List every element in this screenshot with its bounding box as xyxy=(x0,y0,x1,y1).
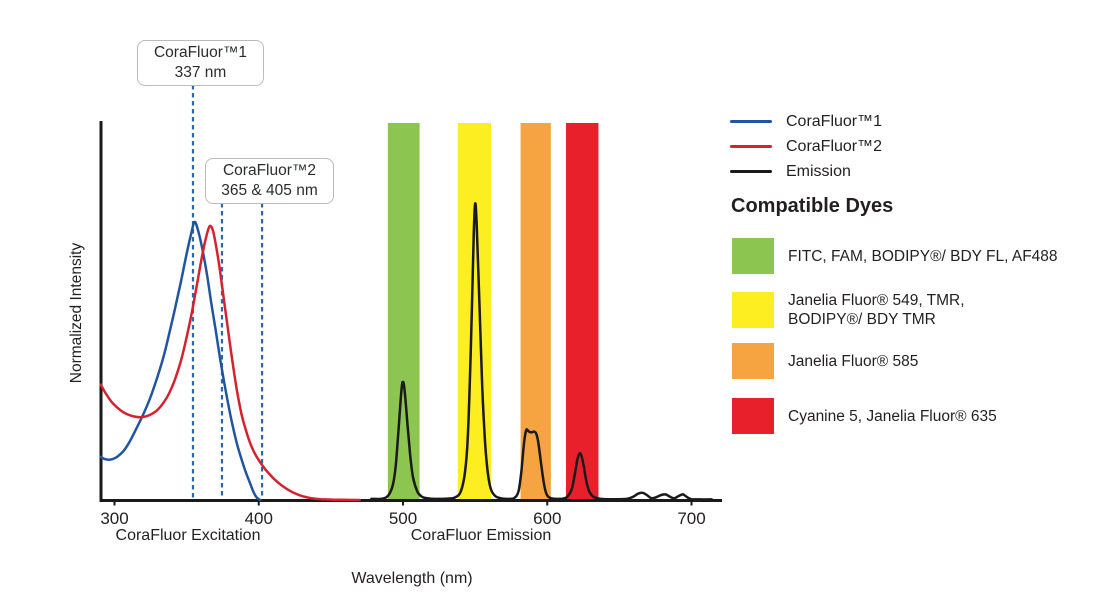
band-red xyxy=(566,123,599,500)
dye-row-red: Cyanine 5, Janelia Fluor® 635 xyxy=(732,398,997,434)
x-tick-label-300: 300 xyxy=(100,509,128,528)
legend-line-red-icon xyxy=(730,145,772,148)
band-green xyxy=(387,123,420,500)
legend-label: CoraFluor™1 xyxy=(786,112,883,130)
yellow-swatch-icon xyxy=(732,292,774,328)
callout-corafluor1: CoraFluor™1 337 nm xyxy=(137,40,264,86)
callout-corafluor2-title: CoraFluor™2 xyxy=(222,162,317,179)
legend-item-emission: Emission xyxy=(730,159,882,184)
dye-label: Janelia Fluor® 585 xyxy=(788,352,919,370)
legend: CoraFluor™1 CoraFluor™2 Emission xyxy=(730,109,882,184)
dye-row-orange: Janelia Fluor® 585 xyxy=(732,343,918,379)
dye-label: Janelia Fluor® 549, TMR, BODIPY®/ BDY TM… xyxy=(788,292,965,328)
callout-corafluor1-value: 337 nm xyxy=(174,64,227,81)
dye-row-yellow: Janelia Fluor® 549, TMR, BODIPY®/ BDY TM… xyxy=(732,291,965,329)
x-tick-label-500: 500 xyxy=(389,509,417,528)
legend-line-blue-icon xyxy=(730,120,772,123)
orange-swatch-icon xyxy=(732,343,774,379)
x-tick-label-400: 400 xyxy=(245,509,273,528)
callout-corafluor2: CoraFluor™2 365 & 405 nm xyxy=(205,158,334,204)
y-axis-label: Normalized Intensity xyxy=(68,242,85,384)
x-axis-label: Wavelength (nm) xyxy=(351,570,473,587)
legend-label: Emission xyxy=(786,162,851,180)
legend-label: CoraFluor™2 xyxy=(786,137,883,155)
red-swatch-icon xyxy=(732,398,774,434)
x-tick-label-600: 600 xyxy=(533,509,561,528)
legend-item-corafluor2: CoraFluor™2 xyxy=(730,134,882,159)
dye-row-green: FITC, FAM, BODIPY®/ BDY FL, AF488 xyxy=(732,238,1058,274)
dye-label: Cyanine 5, Janelia Fluor® 635 xyxy=(788,407,997,425)
legend-line-black-icon xyxy=(730,170,772,173)
callout-corafluor2-value: 365 & 405 nm xyxy=(221,182,318,199)
green-swatch-icon xyxy=(732,238,774,274)
x-section-label-emission: CoraFluor Emission xyxy=(410,527,552,544)
corafluor1-excitation-curve xyxy=(99,220,262,502)
legend-item-corafluor1: CoraFluor™1 xyxy=(730,109,882,134)
dye-label: FITC, FAM, BODIPY®/ BDY FL, AF488 xyxy=(788,247,1058,265)
emission-curve xyxy=(370,202,713,501)
compatible-dyes-heading: Compatible Dyes xyxy=(731,195,894,217)
corafluor2-excitation-curve xyxy=(99,224,361,502)
x-section-label-excitation: CoraFluor Excitation xyxy=(115,527,261,544)
callout-corafluor1-title: CoraFluor™1 xyxy=(153,44,248,61)
x-tick-label-700: 700 xyxy=(677,509,705,528)
